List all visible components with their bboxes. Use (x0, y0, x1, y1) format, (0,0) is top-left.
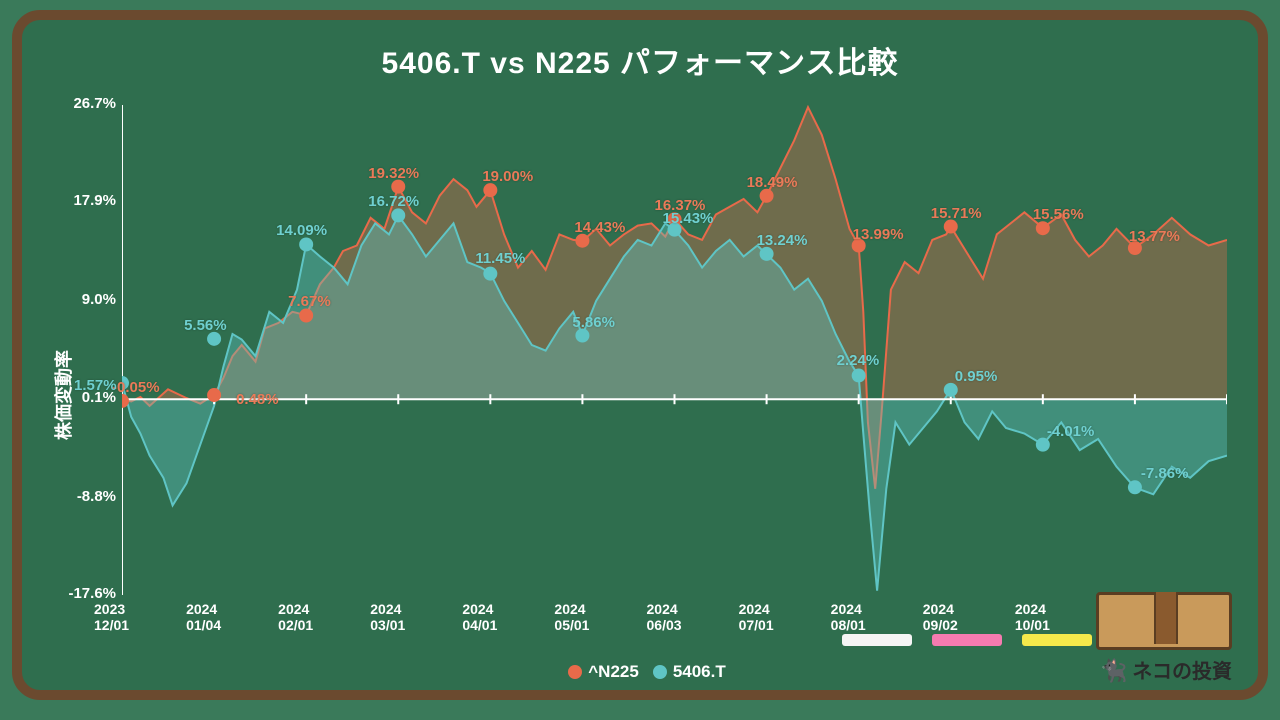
cat-icon: 🐈‍⬛ (1100, 658, 1127, 683)
x-tick-label: 2024 08/01 (831, 601, 866, 633)
x-tick-label: 2024 03/01 (370, 601, 405, 633)
marker (207, 332, 221, 346)
chalkboard-frame: 5406.T vs N225 パフォーマンス比較 -17.6%-8.8%0.1%… (12, 10, 1268, 700)
y-axis-label: 株価変動率 (50, 350, 76, 440)
marker (483, 183, 497, 197)
legend: ^N225 5406.T (22, 662, 1258, 682)
marker (299, 308, 313, 322)
x-tick-label: 2024 01/04 (186, 601, 221, 633)
chart-title: 5406.T vs N225 パフォーマンス比較 (22, 38, 1258, 82)
y-tick-label: -17.6% (60, 585, 116, 602)
x-tick-label: 2024 05/01 (554, 601, 589, 633)
x-tick-label: 2024 02/01 (278, 601, 313, 633)
marker (299, 237, 313, 251)
marker (852, 239, 866, 253)
chalk-stick (1022, 634, 1092, 646)
legend-dot (568, 665, 582, 679)
chart-svg (122, 105, 1227, 595)
x-tick-label: 2023 12/01 (94, 601, 129, 633)
marker (1128, 480, 1142, 494)
chalk-stick (842, 634, 912, 646)
x-tick-label: 2024 10/01 (1015, 601, 1050, 633)
marker (575, 234, 589, 248)
marker (760, 247, 774, 261)
marker (483, 267, 497, 281)
stage: 5406.T vs N225 パフォーマンス比較 -17.6%-8.8%0.1%… (0, 0, 1280, 720)
brand-logo: 🐈‍⬛ ネコの投資 (1100, 655, 1232, 684)
marker (391, 208, 405, 222)
chalkboard-eraser (1096, 592, 1232, 650)
marker (944, 220, 958, 234)
marker (207, 388, 221, 402)
marker (122, 376, 129, 390)
y-tick-label: 17.9% (60, 192, 116, 209)
marker (852, 369, 866, 383)
marker (1036, 438, 1050, 452)
marker (575, 329, 589, 343)
x-tick-label: 2024 09/02 (923, 601, 958, 633)
x-tick-label: 2024 06/03 (647, 601, 682, 633)
y-tick-label: -8.8% (60, 488, 116, 505)
marker (391, 180, 405, 194)
marker (944, 383, 958, 397)
marker (1036, 221, 1050, 235)
y-tick-label: 9.0% (60, 291, 116, 308)
y-tick-label: 26.7% (60, 95, 116, 112)
legend-label: 5406.T (673, 662, 726, 681)
x-tick-label: 2024 04/01 (462, 601, 497, 633)
legend-dot (653, 665, 667, 679)
marker (1128, 241, 1142, 255)
chalk-stick (932, 634, 1002, 646)
marker (760, 189, 774, 203)
brand-text: ネコの投資 (1132, 661, 1232, 683)
x-tick-label: 2024 07/01 (739, 601, 774, 633)
marker (668, 223, 682, 237)
value-label: 1.57% (74, 377, 117, 394)
legend-label: ^N225 (588, 662, 639, 681)
